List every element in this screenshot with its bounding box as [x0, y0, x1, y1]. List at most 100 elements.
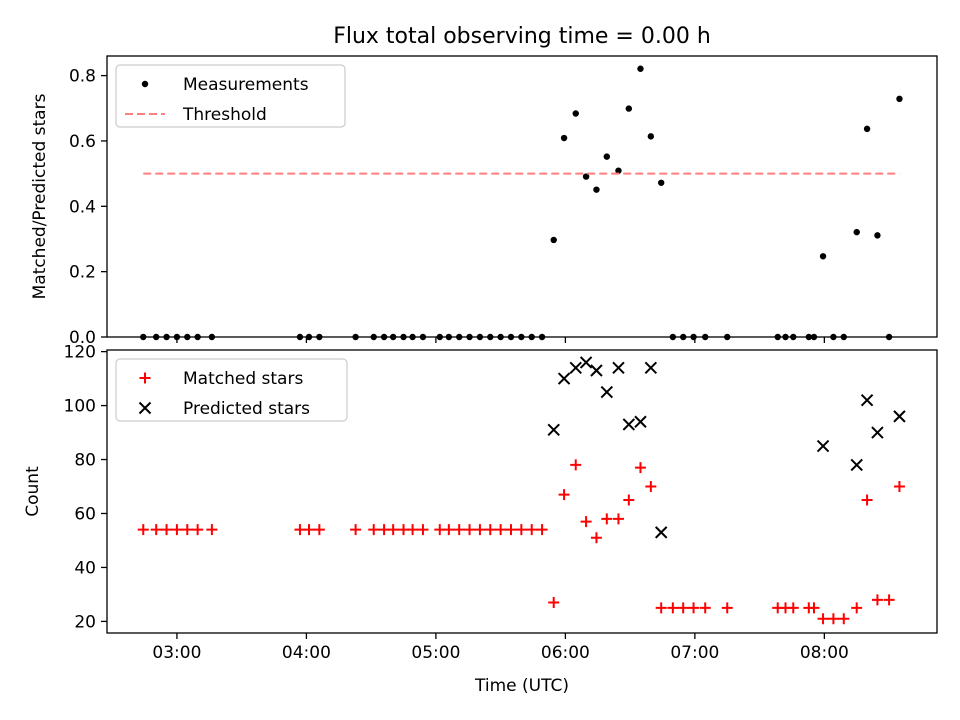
- data-point: [548, 597, 560, 609]
- data-point: [515, 524, 527, 536]
- data-point: [171, 524, 183, 536]
- data-point: [657, 179, 665, 186]
- data-point: [558, 489, 570, 501]
- data-point: [464, 524, 476, 536]
- legend-frame: [115, 64, 346, 128]
- y-axis-label: Matched/Predicted stars: [30, 93, 50, 299]
- data-point: [667, 602, 679, 614]
- x-tick-label: 07:00: [670, 643, 719, 663]
- legend: Measurements Threshold: [115, 64, 346, 128]
- data-point: [570, 459, 582, 471]
- data-point: [192, 524, 204, 536]
- data-point: [645, 481, 657, 493]
- data-point: [615, 167, 622, 174]
- data-point: [582, 173, 590, 180]
- data-point: [593, 186, 600, 193]
- data-point: [871, 426, 884, 439]
- y-tick-label: 60: [74, 504, 96, 524]
- x-tick-label: 05:00: [411, 643, 460, 663]
- data-point: [407, 524, 419, 536]
- data-point: [350, 524, 362, 536]
- data-point: [612, 513, 624, 525]
- legend-swatch: [138, 401, 152, 415]
- data-point: [557, 372, 571, 385]
- y-tick-label: 40: [74, 558, 96, 578]
- data-point: [484, 524, 496, 536]
- y-tick-label: 0.6: [69, 132, 96, 152]
- data-point: [688, 602, 700, 614]
- data-point: [883, 594, 895, 606]
- data-point: [853, 228, 860, 236]
- data-point: [368, 524, 380, 536]
- legend-frame: [115, 358, 348, 422]
- x-tick-label: 08:00: [800, 643, 849, 663]
- x-tick-label: 03:00: [152, 643, 201, 663]
- data-point: [827, 613, 839, 625]
- data-point: [654, 526, 668, 539]
- data-point: [863, 125, 871, 133]
- y-axis-label: Count: [23, 466, 43, 517]
- y-tick-label: 80: [74, 451, 96, 471]
- legend-label: Measurements: [183, 75, 309, 95]
- data-point: [699, 602, 711, 614]
- data-point: [590, 532, 602, 544]
- data-point: [819, 253, 827, 260]
- data-point: [601, 513, 613, 525]
- data-point: [622, 418, 636, 431]
- data-point: [206, 524, 218, 536]
- data-point: [303, 524, 315, 536]
- x-axis-label: Time (UTC): [474, 676, 569, 696]
- data-point: [560, 134, 568, 142]
- ratio-panel: 0.0 0.2 0.4 0.6 0.8 Matched/Predicted stars Me…: [30, 55, 938, 348]
- data-point: [647, 133, 655, 140]
- data-point: [896, 95, 903, 103]
- data-point: [787, 602, 799, 614]
- data-point: [579, 356, 593, 369]
- data-point: [495, 524, 507, 536]
- data-point: [181, 524, 193, 536]
- data-point: [569, 361, 582, 375]
- count-panel: 03:00 04:00 05:00 06:00 07:00 08:00 20 40 60 80 10…: [23, 343, 938, 696]
- data-point: [625, 105, 633, 112]
- data-point: [861, 494, 873, 506]
- data-point: [851, 602, 863, 614]
- legend-label: Predicted stars: [183, 399, 310, 419]
- data-point: [550, 236, 557, 244]
- data-point: [387, 524, 399, 536]
- data-point: [655, 602, 667, 614]
- data-point: [505, 524, 517, 536]
- data-point: [874, 232, 881, 239]
- data-point: [677, 602, 689, 614]
- data-point: [590, 364, 603, 377]
- data-point: [526, 524, 538, 536]
- data-point: [721, 602, 733, 614]
- data-point: [838, 613, 850, 625]
- data-point: [150, 524, 162, 536]
- y-tick-label: 0.8: [69, 67, 96, 87]
- plot-frame: [106, 349, 938, 634]
- data-point: [816, 439, 830, 453]
- data-point: [644, 361, 658, 375]
- y-tick-label: 100: [64, 397, 96, 417]
- data-point: [623, 494, 635, 506]
- series-predicted-stars: [547, 356, 906, 539]
- data-point: [850, 458, 863, 472]
- data-point: [893, 481, 905, 493]
- data-point: [612, 361, 625, 375]
- data-point: [547, 423, 560, 437]
- data-point: [634, 462, 646, 474]
- legend-swatch: [139, 372, 151, 384]
- data-point: [600, 385, 614, 399]
- data-point: [893, 410, 906, 423]
- legend-label: Threshold: [182, 105, 267, 125]
- x-tick-label: 04:00: [282, 643, 331, 663]
- data-point: [634, 415, 647, 428]
- series-matched-stars: [137, 459, 905, 625]
- plot-frame: [106, 55, 938, 338]
- legend-swatch: [141, 80, 149, 88]
- data-point: [572, 110, 579, 117]
- data-point: [474, 524, 486, 536]
- data-point: [637, 65, 644, 72]
- data-point: [417, 524, 429, 536]
